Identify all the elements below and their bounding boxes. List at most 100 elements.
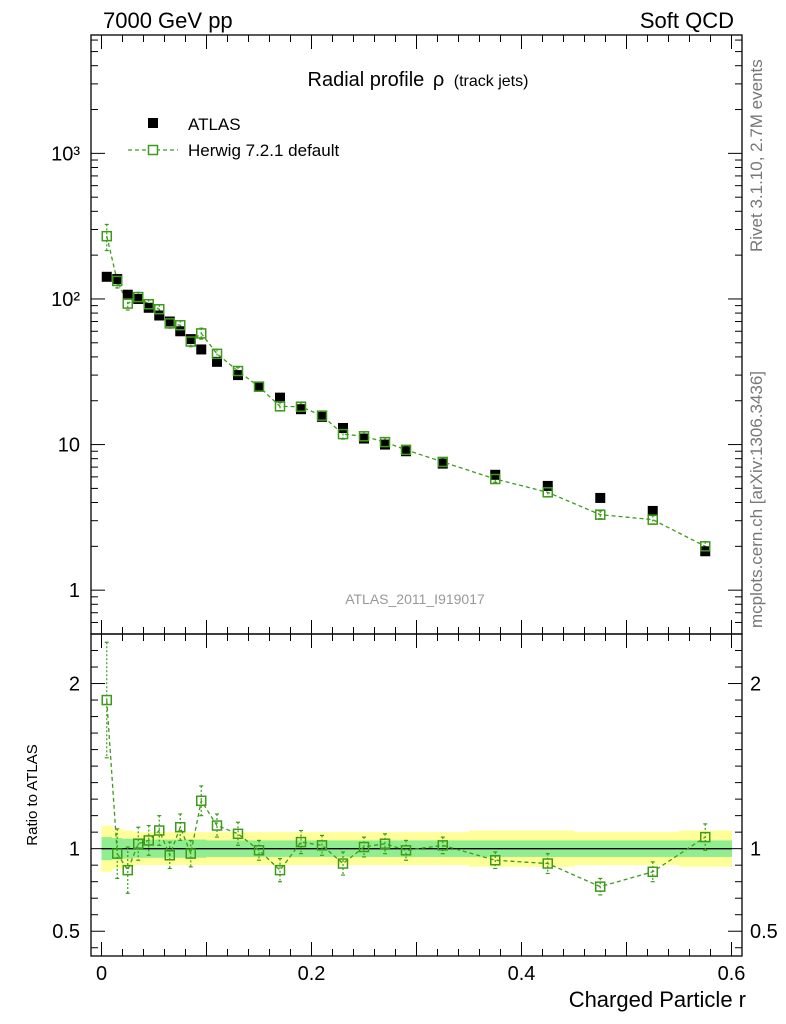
x-tick-label: 0.2 bbox=[298, 963, 326, 985]
herwig-ratio-point bbox=[143, 835, 154, 846]
herwig-ratio-point bbox=[595, 881, 606, 892]
atlas-data-point bbox=[122, 289, 133, 300]
herwig-ratio-point bbox=[274, 864, 286, 876]
main-y-tick-label: 10 bbox=[58, 435, 80, 457]
herwig-ratio-point bbox=[437, 840, 448, 851]
x-tick-label: 0.4 bbox=[508, 963, 536, 985]
atlas-data-point bbox=[196, 344, 207, 355]
axis-ticks bbox=[91, 35, 742, 956]
ratio-y-axis-label: Ratio to ATLAS bbox=[24, 744, 41, 845]
atlas-data-point bbox=[401, 446, 411, 457]
atlas-data-point bbox=[338, 422, 348, 433]
herwig-data-point bbox=[175, 319, 186, 331]
herwig-main-line bbox=[106, 236, 706, 547]
ratio-y-tick-label-right: 0.5 bbox=[750, 921, 778, 943]
herwig-data-point bbox=[400, 444, 412, 456]
ratio-plot-frame bbox=[90, 633, 743, 957]
atlas-data-point bbox=[275, 392, 285, 403]
herwig-data-point bbox=[122, 298, 133, 309]
legend-herwig-label: Herwig 7.2.1 default bbox=[188, 141, 339, 160]
main-y-tick-label: 10² bbox=[51, 289, 80, 311]
plot-frames bbox=[90, 34, 743, 957]
herwig-ratio-point bbox=[175, 821, 186, 833]
herwig-ratio-point bbox=[542, 858, 553, 869]
ratio-y-tick-label-left: 1 bbox=[69, 839, 80, 861]
herwig-ratio-point bbox=[295, 836, 307, 848]
legend-herwig-marker bbox=[147, 144, 159, 156]
herwig-data-point bbox=[274, 401, 286, 412]
herwig-ratio-point bbox=[211, 820, 223, 831]
herwig-ratio-point bbox=[253, 845, 265, 856]
legend-atlas-marker bbox=[148, 118, 158, 128]
herwig-data-point bbox=[700, 541, 711, 552]
legend-atlas-label: ATLAS bbox=[188, 115, 241, 134]
herwig-data-point bbox=[253, 381, 265, 392]
herwig-data-point bbox=[542, 487, 553, 498]
ratio-y-tick-label-right: 1 bbox=[750, 839, 761, 861]
herwig-ratio-point bbox=[316, 840, 328, 851]
herwig-ratio-line bbox=[106, 700, 706, 888]
herwig-data-point bbox=[337, 428, 349, 440]
herwig-data-point bbox=[143, 298, 154, 310]
herwig-data-point bbox=[232, 365, 244, 377]
herwig-data-point bbox=[595, 509, 606, 520]
chart-title-sub: (track jets) bbox=[454, 73, 529, 90]
herwig-data-point bbox=[154, 303, 165, 315]
ratio-y-tick-label-left: 2 bbox=[69, 674, 80, 696]
atlas-data-point bbox=[185, 334, 196, 345]
herwig-ratio-point bbox=[185, 848, 196, 859]
header-left: 7000 GeV pp bbox=[103, 8, 233, 33]
herwig-data-point bbox=[358, 431, 370, 442]
header-right: Soft QCD bbox=[639, 8, 734, 33]
atlas-data-point bbox=[359, 433, 369, 444]
herwig-data-point bbox=[211, 348, 223, 360]
herwig-ratio-point bbox=[647, 866, 658, 878]
herwig-data-point bbox=[196, 328, 207, 339]
atlas-data-point bbox=[380, 439, 390, 450]
herwig-data-point bbox=[295, 401, 307, 412]
atlas-data-point bbox=[647, 505, 658, 516]
atlas-data-point bbox=[296, 404, 306, 415]
atlas-data-point bbox=[133, 293, 144, 304]
atlas-data-point bbox=[595, 492, 606, 503]
herwig-data-point bbox=[164, 318, 175, 329]
atlas-data-point bbox=[154, 310, 165, 321]
herwig-data-point bbox=[133, 291, 144, 303]
herwig-ratio-point bbox=[490, 854, 501, 866]
herwig-ratio-point bbox=[112, 848, 123, 859]
herwig-data-point bbox=[112, 275, 123, 287]
chart-title: Radial profile ρ (track jets) bbox=[308, 69, 529, 91]
herwig-data-point bbox=[647, 514, 658, 525]
herwig-ratio-point bbox=[122, 864, 133, 876]
ratio-y-tick-label-left: 0.5 bbox=[52, 921, 80, 943]
herwig-ratio-point bbox=[379, 838, 391, 849]
chart-title-main: Radial profile bbox=[308, 69, 425, 91]
herwig-ratio-point bbox=[164, 850, 175, 861]
axis-labels: 0 0.2 0.4 0.6 1 10 10² 10³ 0.5 0.5 1 1 2 2 bbox=[51, 143, 778, 985]
herwig-data-point bbox=[490, 473, 501, 485]
herwig-ratio-point bbox=[400, 845, 412, 856]
x-tick-label: 0 bbox=[96, 963, 107, 985]
atlas-data-point bbox=[101, 271, 112, 282]
atlas-data-point bbox=[542, 480, 553, 491]
atlas-data-point bbox=[317, 411, 327, 422]
herwig-ratio-point bbox=[337, 858, 349, 869]
atlas-data-point bbox=[112, 274, 123, 285]
herwig-ratio-point bbox=[358, 841, 370, 853]
herwig-lines bbox=[106, 236, 706, 888]
atlas-data-point bbox=[437, 458, 448, 469]
error-bars bbox=[104, 223, 708, 896]
atlas-data-point bbox=[254, 381, 264, 392]
markers bbox=[101, 230, 711, 892]
herwig-data-point bbox=[101, 230, 112, 242]
main-y-tick-label: 1 bbox=[69, 580, 80, 602]
analysis-label: ATLAS_2011_I919017 bbox=[345, 591, 485, 607]
herwig-data-point bbox=[379, 436, 391, 448]
herwig-ratio-point bbox=[232, 828, 244, 840]
herwig-ratio-point bbox=[700, 831, 711, 843]
atlas-data-point bbox=[164, 316, 175, 327]
atlas-data-point bbox=[143, 302, 154, 313]
herwig-data-point bbox=[316, 410, 328, 421]
herwig-ratio-point bbox=[101, 694, 112, 706]
